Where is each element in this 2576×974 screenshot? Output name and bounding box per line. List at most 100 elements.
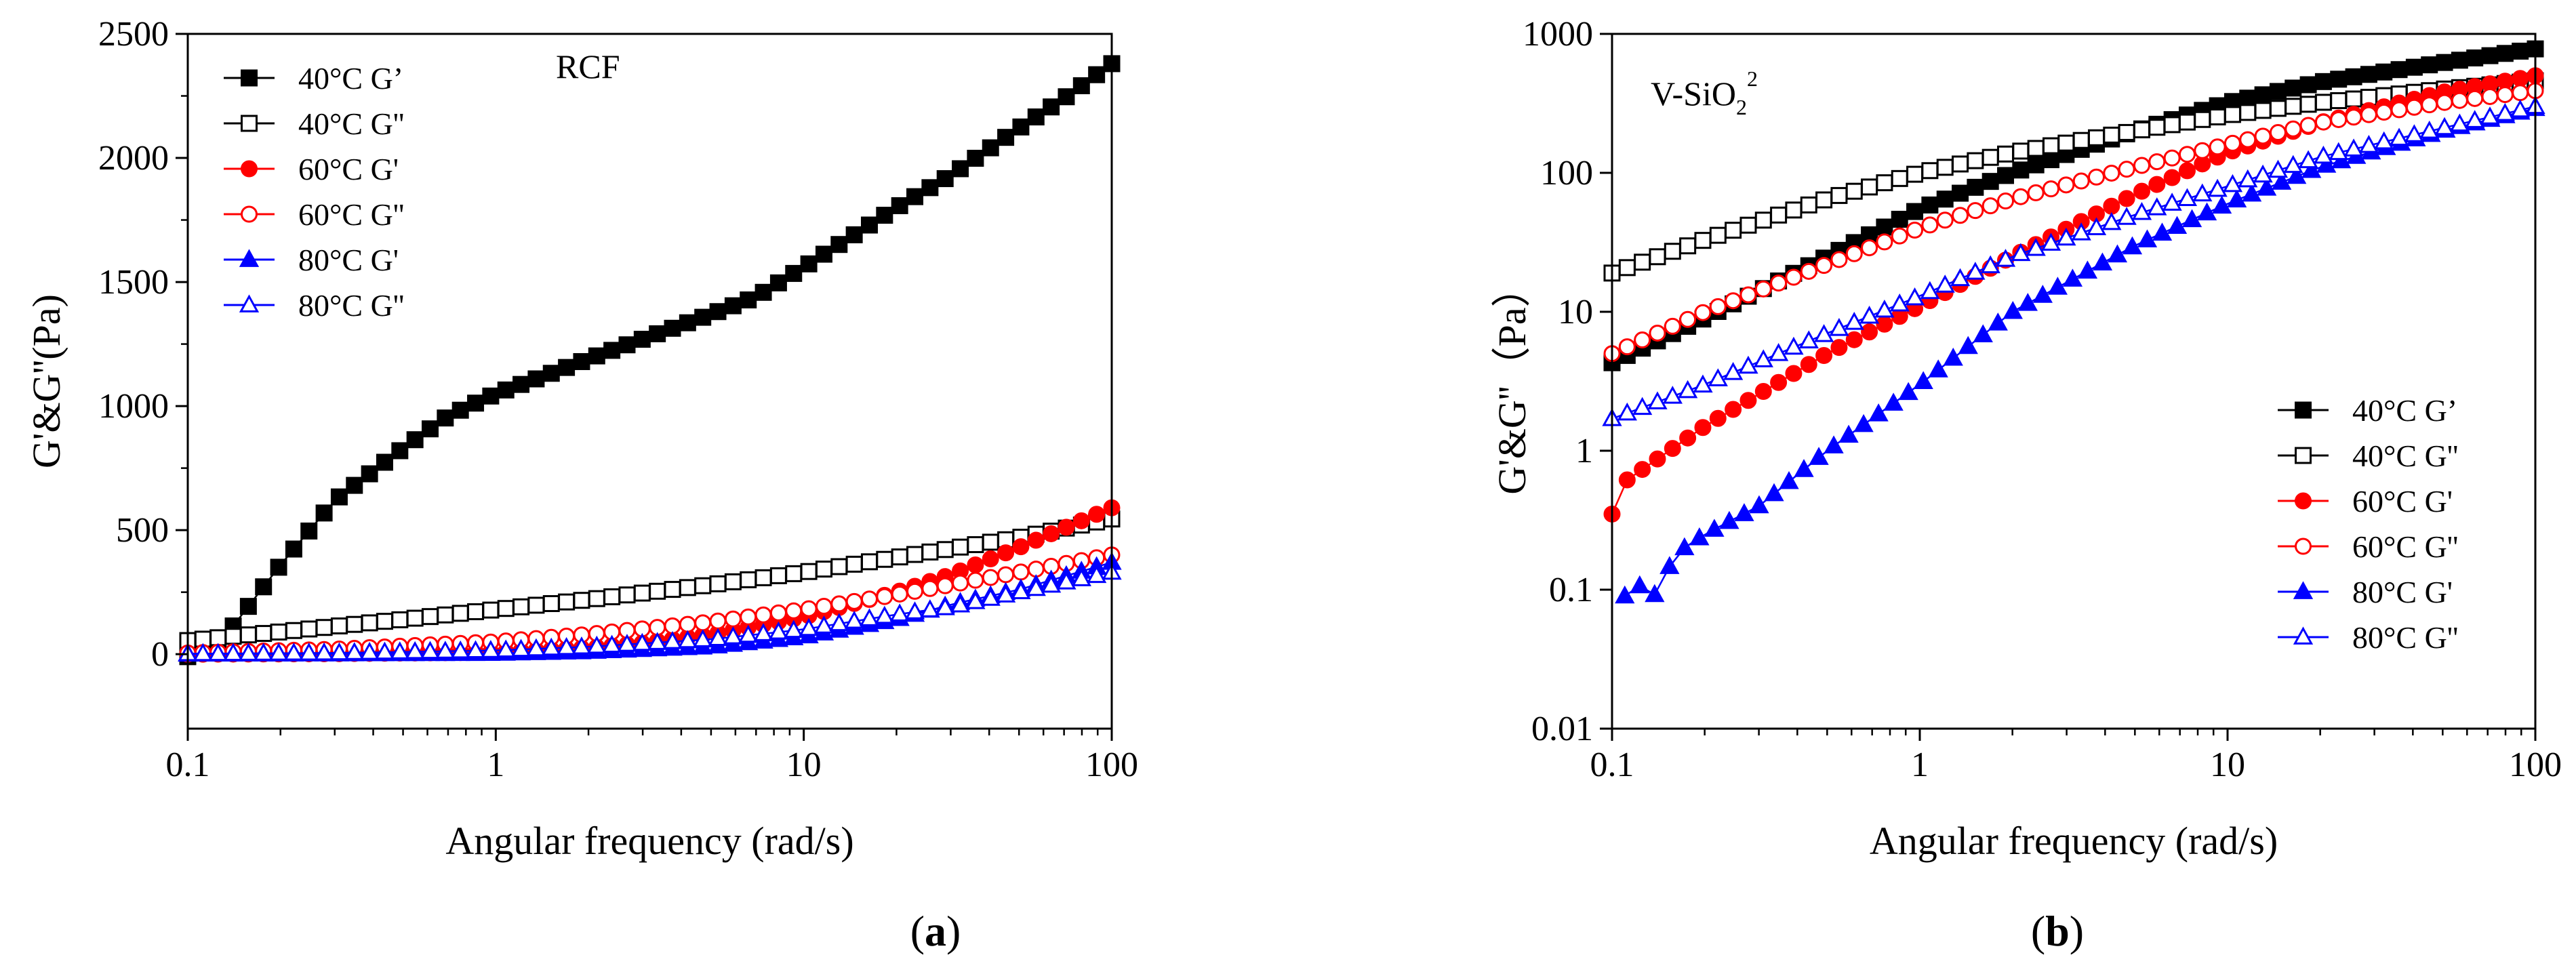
data-point [1618, 471, 1636, 489]
data-point [2207, 178, 2228, 197]
data-point [2057, 176, 2075, 194]
data-point [2042, 180, 2060, 198]
series-b-5 [1602, 96, 2545, 426]
data-point [300, 522, 318, 540]
data-point [753, 623, 773, 641]
data-point [2162, 192, 2182, 211]
data-point [556, 636, 577, 655]
data-point [769, 567, 787, 584]
data-point [2512, 42, 2529, 60]
data-point [406, 431, 424, 449]
data-point [2301, 159, 2322, 178]
x-tick-label: 10 [786, 746, 822, 784]
data-point [406, 609, 424, 627]
data-point [376, 453, 393, 471]
legend-label: 60°C G'' [298, 197, 404, 232]
data-point [633, 584, 651, 602]
data-point [1785, 268, 1803, 286]
data-point [891, 548, 908, 566]
data-point [921, 580, 939, 597]
data-point [451, 401, 469, 419]
data-point [2404, 124, 2425, 142]
data-point [876, 207, 893, 224]
data-point [1853, 413, 1874, 432]
data-point [2223, 134, 2241, 152]
data-point [754, 569, 772, 586]
data-point [2436, 94, 2453, 111]
data-point [1026, 577, 1046, 596]
data-point [481, 640, 501, 658]
panel-letter: a [925, 907, 946, 955]
legend: 40°C G’ 40°C G'' 60°C G' 60°C G'' 80°C G' 80°… [2278, 393, 2458, 655]
data-point [283, 643, 304, 661]
data-point [1980, 255, 2000, 274]
data-point [723, 626, 744, 645]
data-point [1072, 77, 1090, 94]
data-point [1011, 581, 1031, 599]
data-point [2181, 209, 2202, 228]
data-point [422, 608, 439, 626]
x-tick-label: 1 [487, 746, 504, 784]
data-point [239, 598, 257, 615]
legend-item: 80°C G' [224, 243, 399, 277]
data-point [209, 629, 227, 647]
data-point [1967, 178, 1984, 196]
legend-label: 80°C G' [2352, 575, 2453, 609]
data-point [967, 556, 984, 573]
data-point [2405, 58, 2423, 76]
data-point [997, 544, 1015, 562]
data-point [1845, 245, 1863, 262]
data-point [2329, 142, 2349, 161]
data-point [2167, 216, 2188, 235]
data-point [2137, 229, 2158, 247]
data-point [2177, 188, 2198, 207]
data-point [2003, 301, 2023, 319]
data-point [2389, 127, 2409, 146]
data-point [2253, 164, 2273, 183]
data-point [1906, 165, 1924, 183]
data-point [2223, 106, 2241, 123]
data-point [1694, 232, 1712, 249]
data-point [2285, 79, 2302, 97]
data-point [193, 643, 213, 662]
data-point [1809, 447, 1829, 465]
data-point [2269, 83, 2287, 100]
data-point [2238, 169, 2258, 188]
data-point [2254, 86, 2272, 104]
data-point [1967, 152, 1984, 169]
data-point [1891, 227, 1908, 245]
data-point [2086, 217, 2107, 236]
data-point [1995, 249, 2016, 267]
data-point [1632, 397, 1653, 415]
data-point [1754, 280, 1772, 298]
data-point [813, 615, 834, 634]
data-point [1071, 568, 1091, 586]
data-point [829, 613, 849, 632]
data-point [1829, 318, 1849, 336]
y-tick-label: 2000 [98, 139, 169, 178]
data-point [2163, 169, 2181, 186]
data-point [2062, 268, 2083, 287]
data-point [740, 608, 757, 626]
data-point [1936, 190, 1954, 208]
data-point [1815, 347, 1833, 365]
data-point [2239, 131, 2257, 148]
data-point [2012, 142, 2030, 160]
data-point [2313, 145, 2334, 164]
data-point [224, 628, 242, 645]
data-point [1754, 383, 1772, 401]
data-point [270, 623, 287, 641]
data-point [2118, 161, 2135, 178]
data-point [1056, 571, 1076, 590]
legend-marker [2295, 537, 2312, 555]
chart-annotation: V-SiO22 [1651, 66, 1758, 119]
data-point [724, 573, 742, 590]
data-point [1830, 339, 1848, 357]
data-point [571, 636, 592, 655]
data-point [1739, 392, 1757, 409]
legend-item: 40°C G'' [224, 106, 404, 141]
legend-label: 80°C G'' [2352, 620, 2458, 655]
data-point [285, 622, 302, 639]
data-point [391, 442, 409, 460]
data-point [1838, 424, 1859, 443]
